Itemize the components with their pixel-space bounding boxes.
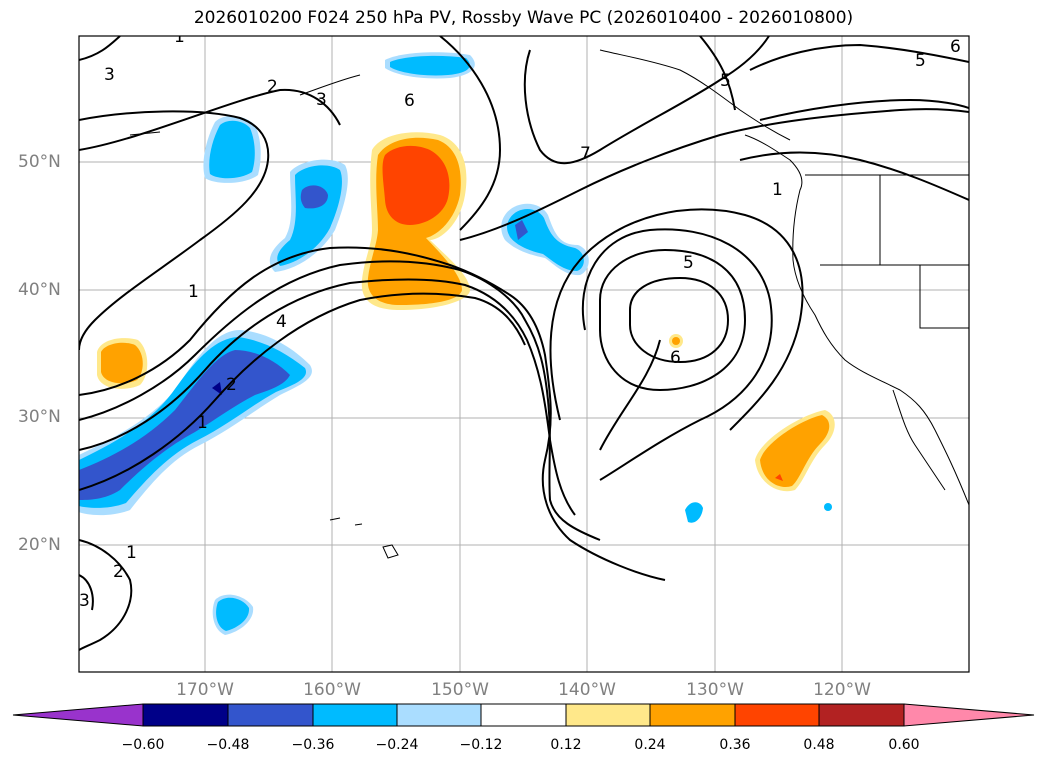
contour-label: 6 [950, 37, 961, 57]
contour-label: 1 [174, 27, 185, 47]
colorbar-tick-label: −0.48 [206, 737, 250, 753]
map-title: 2026010200 F024 250 hPa PV, Rossby Wave … [193, 8, 854, 28]
colorbar-segment [649, 703, 736, 727]
colorbar-extend-right [903, 703, 1035, 727]
colorbar-segment [480, 703, 567, 727]
contour-label: 3 [104, 65, 115, 85]
colorbar-extend-left [12, 703, 144, 727]
colorbar-tick-label: 0.48 [803, 737, 835, 753]
contour-label: 3 [79, 591, 90, 611]
lon-label: 150°W [431, 680, 489, 700]
colorbar-segment [818, 703, 905, 727]
map-frame [78, 35, 970, 673]
contour-label: 1 [772, 180, 783, 200]
contour-label: 6 [670, 348, 681, 368]
contour-label: 2 [113, 562, 124, 582]
colorbar-tick-label: −0.24 [375, 737, 419, 753]
colorbar-tick-label: −0.60 [121, 737, 165, 753]
colorbar-tick-label: 0.60 [888, 737, 920, 753]
contour-label: 1 [197, 413, 208, 433]
colorbar-tick-label: −0.36 [291, 737, 335, 753]
colorbar-segment [734, 703, 820, 727]
lon-label: 130°W [686, 680, 744, 700]
contour-label: 1 [188, 282, 199, 302]
colorbar-segment [312, 703, 398, 727]
colorbar-tick-label: 0.12 [550, 737, 582, 753]
contour-label: 2 [267, 77, 278, 97]
lat-label: 40°N [18, 280, 61, 300]
colorbar-tick-label: −0.12 [459, 737, 503, 753]
contour-label: 1 [126, 543, 137, 563]
colorbar-segment [227, 703, 314, 727]
contour-label: 3 [316, 90, 327, 110]
lon-label: 160°W [303, 680, 361, 700]
contour-label: 7 [580, 144, 591, 164]
colorbar-segment [396, 703, 482, 727]
colorbar-tick-label: 0.36 [719, 737, 751, 753]
pv-shading [79, 52, 835, 635]
pv-contours [79, 36, 969, 651]
lat-label: 50°N [18, 152, 61, 172]
contour-label: 5 [915, 51, 926, 71]
colorbar-segment [565, 703, 651, 727]
contour-label: 5 [683, 253, 694, 273]
lon-label: 170°W [176, 680, 234, 700]
contour-label: 5 [720, 71, 731, 91]
contour-label: 6 [404, 91, 415, 111]
colorbar-segment [142, 703, 229, 727]
lat-label: 30°N [18, 407, 61, 427]
lon-label: 140°W [558, 680, 616, 700]
contour-label: 2 [226, 375, 237, 395]
contour-label: 4 [276, 312, 287, 332]
colorbar [12, 703, 1035, 727]
coastlines [129, 49, 969, 559]
lon-label: 120°W [813, 680, 871, 700]
lat-label: 20°N [18, 535, 61, 555]
colorbar-tick-label: 0.24 [634, 737, 666, 753]
contour-label-group: 1 2 3 4 5 6 7 1 2 3 5 6 5 6 1 1 2 3 1 [79, 27, 961, 611]
